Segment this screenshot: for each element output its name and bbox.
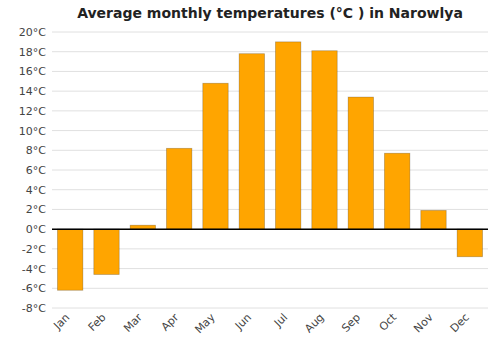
y-tick-label: 6°C	[26, 164, 46, 177]
bar	[421, 210, 446, 229]
x-tick-label: Mar	[121, 311, 145, 335]
zero-line	[52, 228, 488, 230]
x-tick-label: Sep	[339, 311, 363, 335]
y-tick-label: 0°C	[26, 223, 46, 236]
grid-line	[52, 71, 488, 72]
x-axis: Jan Feb Mar Apr May Jun Jul Aug Sep Oct Nov Dec	[50, 310, 472, 336]
grid-line	[52, 209, 488, 210]
x-tick-label: May	[192, 311, 218, 337]
bar	[384, 153, 409, 229]
y-tick-label: -2°C	[22, 243, 46, 256]
y-tick-label: 14°C	[19, 85, 46, 98]
x-tick-label: Dec	[448, 311, 472, 335]
grid-line	[52, 308, 488, 309]
x-tick-label: Apr	[159, 311, 182, 334]
y-tick-label: -4°C	[22, 263, 46, 276]
x-tick-label: Jun	[232, 311, 254, 333]
bar	[457, 229, 482, 257]
y-tick-label: 20°C	[19, 26, 46, 39]
bar	[348, 97, 373, 229]
bar	[57, 229, 82, 290]
bar	[312, 51, 337, 229]
grid-line	[52, 288, 488, 289]
grid-line	[52, 170, 488, 171]
y-tick-label: 18°C	[19, 46, 46, 59]
bar	[94, 229, 119, 274]
grid-line	[52, 110, 488, 111]
bar	[239, 54, 264, 229]
grid-line	[52, 32, 488, 33]
y-tick-label: 4°C	[26, 184, 46, 197]
grid-line	[52, 51, 488, 52]
y-tick-label: -6°C	[22, 282, 46, 295]
grid-line	[52, 150, 488, 151]
y-axis: -8°C -6°C -4°C -2°C 0°C 2°C 4°C 6°C 8°C 10°C 12°C 1…	[19, 26, 46, 315]
grid	[52, 32, 488, 308]
grid-line	[52, 130, 488, 131]
x-tick-label: Jan	[50, 311, 72, 333]
y-tick-label: 10°C	[19, 125, 46, 138]
x-tick-label: Feb	[86, 311, 109, 334]
grid-line	[52, 189, 488, 190]
y-tick-label: 2°C	[26, 203, 46, 216]
y-tick-label: -8°C	[22, 302, 46, 315]
y-tick-label: 8°C	[26, 144, 46, 157]
bars	[57, 42, 482, 290]
x-tick-label: Jul	[271, 311, 290, 330]
grid-line	[52, 91, 488, 92]
y-tick-label: 12°C	[19, 105, 46, 118]
x-tick-label: Oct	[377, 310, 400, 333]
grid-line	[52, 229, 488, 230]
bar	[275, 42, 300, 229]
chart: Average monthly temperatures (°C ) in Na…	[0, 0, 500, 350]
title: Average monthly temperatures (°C ) in Na…	[77, 5, 463, 21]
x-tick-label: Aug	[302, 311, 326, 335]
y-tick-label: 16°C	[19, 65, 46, 78]
bar	[203, 83, 228, 229]
bar	[166, 148, 191, 229]
x-tick-label: Nov	[411, 311, 436, 336]
